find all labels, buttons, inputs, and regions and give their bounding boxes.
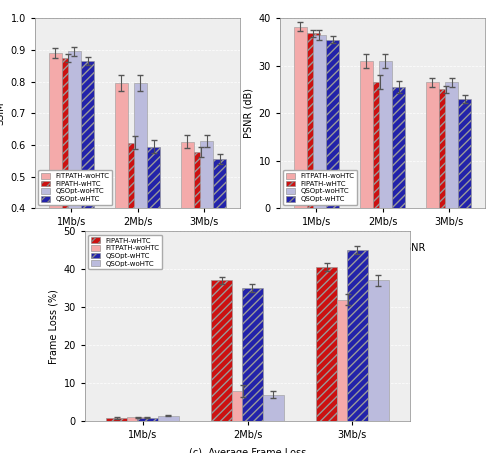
Bar — [445, 82, 458, 208]
Bar — [360, 61, 373, 208]
Bar — [439, 89, 452, 208]
Bar — [181, 142, 194, 335]
Legend: FIPATH-wHTC, FITPATH-woHTC, QSOpt-wHTC, QSOpt-woHTC: FIPATH-wHTC, FITPATH-woHTC, QSOpt-wHTC, … — [88, 235, 162, 270]
Bar — [312, 35, 326, 208]
Bar — [212, 280, 233, 421]
Text: (a)  Average SSIM: (a) Average SSIM — [94, 243, 181, 253]
Bar — [194, 152, 207, 335]
Bar — [426, 82, 439, 208]
Bar — [368, 280, 388, 421]
Bar — [68, 51, 81, 335]
Bar — [213, 159, 226, 335]
Bar — [48, 53, 62, 335]
Bar — [128, 418, 148, 421]
Bar — [346, 250, 368, 421]
Bar — [81, 61, 94, 335]
Bar — [158, 415, 179, 421]
Y-axis label: SSIM: SSIM — [0, 101, 5, 125]
Bar — [307, 34, 320, 208]
Bar — [379, 61, 392, 208]
Bar — [373, 82, 386, 208]
Text: (b) Average PSNR: (b) Average PSNR — [340, 243, 426, 253]
Bar — [128, 143, 141, 335]
Text: (c)  Average Frame Loss: (c) Average Frame Loss — [189, 448, 306, 453]
Y-axis label: Frame Loss (%): Frame Loss (%) — [48, 289, 58, 364]
Legend: FITPATH-woHTC, FIPATH-wHTC, QSOpt-woHTC, QSOpt-wHTC: FITPATH-woHTC, FIPATH-wHTC, QSOpt-woHTC,… — [284, 170, 357, 205]
Bar — [316, 267, 337, 421]
Bar — [392, 87, 406, 208]
Bar — [232, 391, 254, 421]
Bar — [294, 27, 307, 208]
Bar — [62, 58, 75, 335]
Bar — [262, 395, 283, 421]
Bar — [242, 288, 262, 421]
Bar — [337, 299, 358, 421]
Bar — [106, 418, 128, 421]
Bar — [147, 147, 160, 335]
Bar — [326, 39, 339, 208]
Legend: FITPATH-woHTC, FIPATH-wHTC, QSOpt-woHTC, QSOpt-wHTC: FITPATH-woHTC, FIPATH-wHTC, QSOpt-woHTC,… — [38, 170, 112, 205]
Bar — [137, 418, 158, 421]
Bar — [114, 83, 128, 335]
Y-axis label: PSNR (dB): PSNR (dB) — [243, 88, 253, 138]
Bar — [134, 83, 147, 335]
Bar — [200, 141, 213, 335]
Bar — [458, 99, 471, 208]
